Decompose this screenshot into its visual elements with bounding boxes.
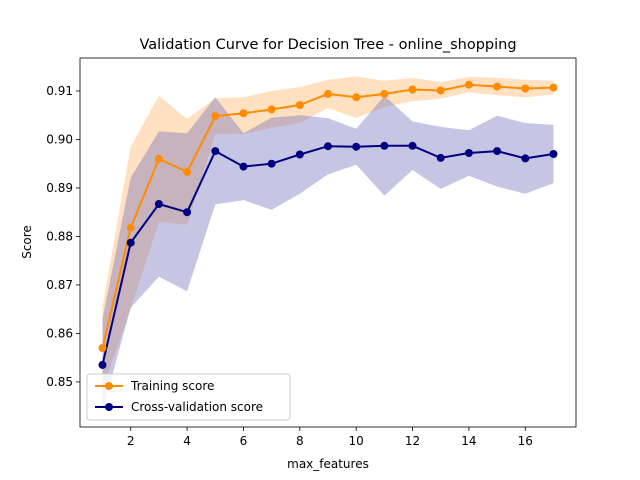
legend-training-label: Training score	[130, 379, 214, 393]
y-tick-label: 0.89	[46, 181, 73, 195]
point-cross-validation-5	[211, 147, 220, 156]
point-training-1	[98, 344, 107, 352]
point-cross-validation-8	[295, 150, 304, 159]
point-training-12	[408, 85, 417, 94]
y-tick-label: 0.91	[46, 84, 73, 98]
x-tick-label: 6	[240, 434, 248, 448]
y-axis-label: Score	[20, 225, 34, 259]
point-cross-validation-9	[324, 142, 332, 151]
legend-cv-marker	[105, 403, 113, 411]
y-tick-label: 0.88	[46, 229, 73, 243]
series-markers	[98, 80, 558, 369]
point-training-5	[211, 112, 220, 121]
point-training-16	[521, 84, 530, 93]
legend-training-marker	[105, 382, 113, 390]
point-training-7	[267, 105, 276, 114]
y-tick-label: 0.86	[46, 326, 73, 340]
point-cross-validation-10	[352, 142, 361, 151]
point-training-10	[352, 93, 361, 102]
plot-frame	[79, 57, 577, 428]
point-training-14	[464, 80, 473, 89]
x-tick-label: 12	[405, 434, 420, 448]
x-tick-label: 16	[518, 434, 533, 448]
point-training-8	[295, 101, 304, 109]
x-tick-label: 10	[349, 434, 364, 448]
band-cross-validation	[102, 95, 554, 412]
y-tick-label: 0.85	[46, 375, 73, 389]
point-cross-validation-1	[98, 360, 107, 369]
legend-cv-label: Cross-validation score	[131, 400, 263, 414]
x-tick-label: 2	[127, 434, 135, 448]
confidence-bands	[102, 76, 554, 412]
point-cross-validation-13	[436, 153, 445, 162]
x-tick-label: 14	[461, 434, 476, 448]
point-cross-validation-12	[408, 141, 417, 150]
point-training-17	[549, 83, 558, 92]
point-cross-validation-11	[380, 141, 389, 150]
point-training-13	[436, 86, 445, 95]
point-cross-validation-14	[464, 149, 473, 157]
point-training-6	[239, 109, 248, 118]
point-training-4	[183, 167, 192, 176]
x-axis-ticks: 2 4 6 8 10 12 14 16	[127, 427, 533, 448]
y-tick-label: 0.90	[46, 132, 73, 146]
point-training-3	[154, 154, 163, 163]
chart-title: Validation Curve for Decision Tree - onl…	[139, 37, 516, 53]
point-cross-validation-2	[126, 238, 135, 247]
y-tick-label: 0.87	[46, 278, 73, 292]
legend: Training score Cross-validation score	[86, 373, 291, 421]
plot-background	[80, 58, 576, 427]
legend-box	[86, 373, 291, 421]
point-training-15	[493, 82, 502, 91]
x-axis-label: max_features	[287, 457, 369, 471]
point-cross-validation-3	[154, 200, 163, 208]
point-training-11	[380, 89, 389, 98]
point-cross-validation-6	[239, 162, 248, 171]
point-training-9	[324, 89, 332, 98]
point-cross-validation-17	[549, 150, 558, 158]
x-tick-label: 8	[296, 434, 304, 448]
point-training-2	[126, 223, 135, 232]
point-cross-validation-15	[493, 147, 502, 156]
point-cross-validation-4	[183, 208, 192, 217]
y-axis-ticks: 0.85 0.86 0.87 0.88 0.89 0.90 0.91	[46, 84, 80, 389]
point-cross-validation-16	[521, 154, 530, 163]
point-cross-validation-7	[267, 159, 276, 168]
x-tick-label: 4	[183, 434, 191, 448]
